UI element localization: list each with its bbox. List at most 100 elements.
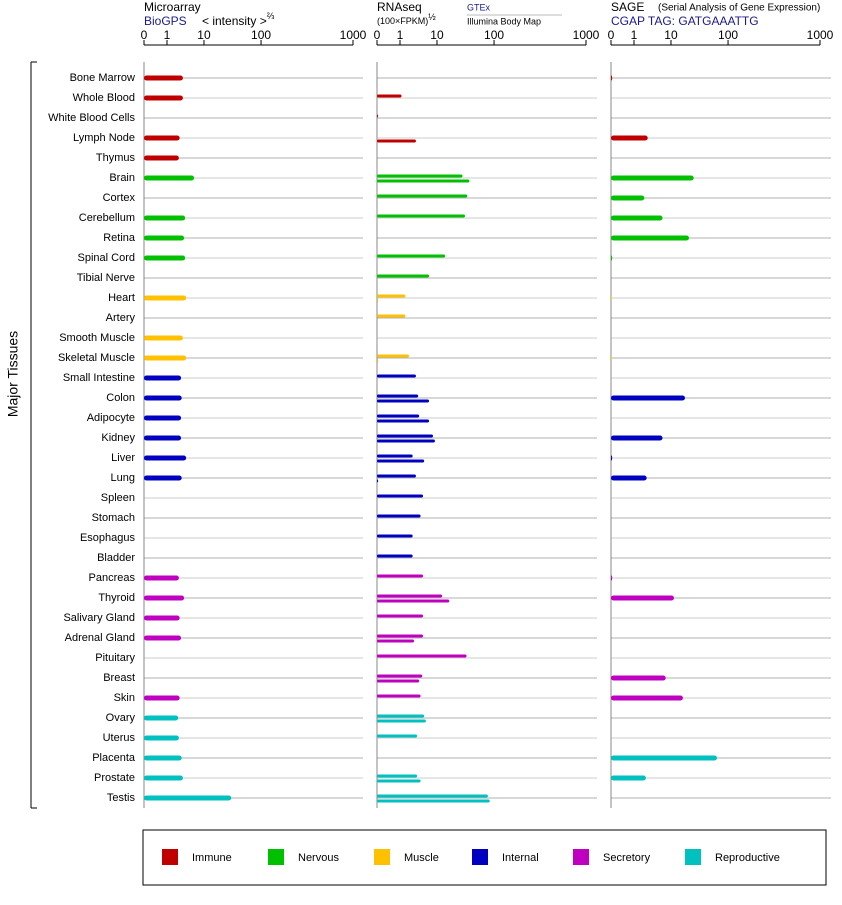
series-name: Illumina Body Map: [467, 16, 541, 26]
panel-title: Microarray: [144, 0, 201, 14]
bar: [144, 775, 183, 781]
bar: [611, 395, 685, 401]
bar: [377, 599, 450, 603]
tissue-label: Adipocyte: [87, 412, 135, 424]
bar: [377, 434, 433, 438]
bar: [377, 714, 425, 718]
tissue-label: Retina: [103, 232, 136, 244]
tissue-label: Kidney: [101, 432, 135, 444]
bar: [377, 674, 423, 678]
bar: [611, 455, 613, 461]
bar: [611, 235, 690, 241]
bar: [144, 255, 186, 261]
bar: [377, 719, 426, 723]
unit-label: (100×FPKM)½: [377, 12, 436, 26]
legend-label: Internal: [502, 852, 539, 864]
bar: [611, 595, 675, 601]
tissue-label: Pituitary: [95, 652, 135, 664]
bar: [144, 595, 185, 601]
bar: [377, 479, 379, 483]
bar: [144, 335, 183, 341]
bar: [611, 195, 645, 201]
bar: [144, 435, 182, 441]
bar: [377, 614, 424, 618]
tissue-label: Prostate: [94, 772, 135, 784]
tissue-label: Thymus: [96, 152, 136, 164]
bar: [377, 414, 420, 418]
bar: [144, 295, 187, 301]
bar: [144, 395, 182, 401]
bar: [377, 594, 443, 598]
bar: [377, 359, 379, 363]
panel-title: SAGE: [611, 0, 644, 14]
tissue-label: Smooth Muscle: [59, 332, 135, 344]
legend-swatch: [573, 849, 589, 865]
bar: [144, 755, 182, 761]
legend-swatch: [472, 849, 488, 865]
legend-label: Muscle: [404, 852, 439, 864]
x-tick-label: 1000: [807, 28, 834, 42]
bar: [377, 374, 416, 378]
bar: [377, 214, 466, 218]
tissue-label: Placenta: [92, 752, 136, 764]
tissue-label: Small Intestine: [63, 372, 135, 384]
bar: [377, 314, 406, 318]
x-tick-label: 100: [718, 28, 738, 42]
tissue-label: Lung: [111, 472, 135, 484]
bar: [377, 439, 435, 443]
bar: [377, 779, 421, 783]
tissue-label: Salivary Gland: [63, 612, 135, 624]
bar: [144, 795, 232, 801]
bar: [377, 534, 413, 538]
tissue-label: Cerebellum: [79, 212, 135, 224]
bar: [144, 575, 179, 581]
bar: [144, 715, 179, 721]
bar: [377, 734, 418, 738]
y-axis-label: Major Tissues: [5, 331, 21, 417]
series-name: GTEx: [467, 2, 491, 12]
bar: [377, 694, 421, 698]
bar: [144, 75, 183, 81]
x-tick-label: 1: [631, 28, 638, 42]
bar: [377, 174, 463, 178]
bar: [377, 799, 490, 803]
tissue-label: Ovary: [106, 712, 136, 724]
bar: [144, 135, 180, 141]
bar: [611, 695, 683, 701]
bar: [377, 794, 488, 798]
x-tick-label: 0: [141, 28, 148, 42]
bar: [611, 675, 666, 681]
tissue-label: Heart: [108, 292, 135, 304]
bar: [377, 514, 421, 518]
bar: [144, 735, 179, 741]
bar: [377, 399, 430, 403]
bar: [144, 235, 185, 241]
bar: [144, 155, 179, 161]
tissue-label: Skeletal Muscle: [58, 352, 135, 364]
x-tick-label: 1: [397, 28, 404, 42]
bar: [377, 679, 420, 683]
tissue-label: Bone Marrow: [70, 72, 135, 84]
bar: [377, 634, 424, 638]
series-name: CGAP TAG: GATGAAATTG: [611, 14, 759, 28]
bar: [377, 554, 413, 558]
legend-label: Immune: [192, 852, 232, 864]
bar: [144, 375, 182, 381]
tissue-label: Artery: [106, 312, 136, 324]
tissue-label: Cortex: [103, 192, 136, 204]
bar: [611, 775, 646, 781]
series-name: BioGPS: [144, 14, 187, 28]
bar: [377, 94, 402, 98]
bar: [611, 475, 647, 481]
bar: [377, 474, 416, 478]
bar: [144, 175, 195, 181]
tissue-label: Colon: [106, 392, 135, 404]
x-tick-label: 100: [484, 28, 504, 42]
bar: [377, 194, 468, 198]
tissue-label: Stomach: [92, 512, 135, 524]
panel-title: RNAseq: [377, 0, 422, 14]
unit-label: < intensity >⅔: [202, 11, 275, 28]
legend-swatch: [685, 849, 701, 865]
bar: [377, 394, 419, 398]
